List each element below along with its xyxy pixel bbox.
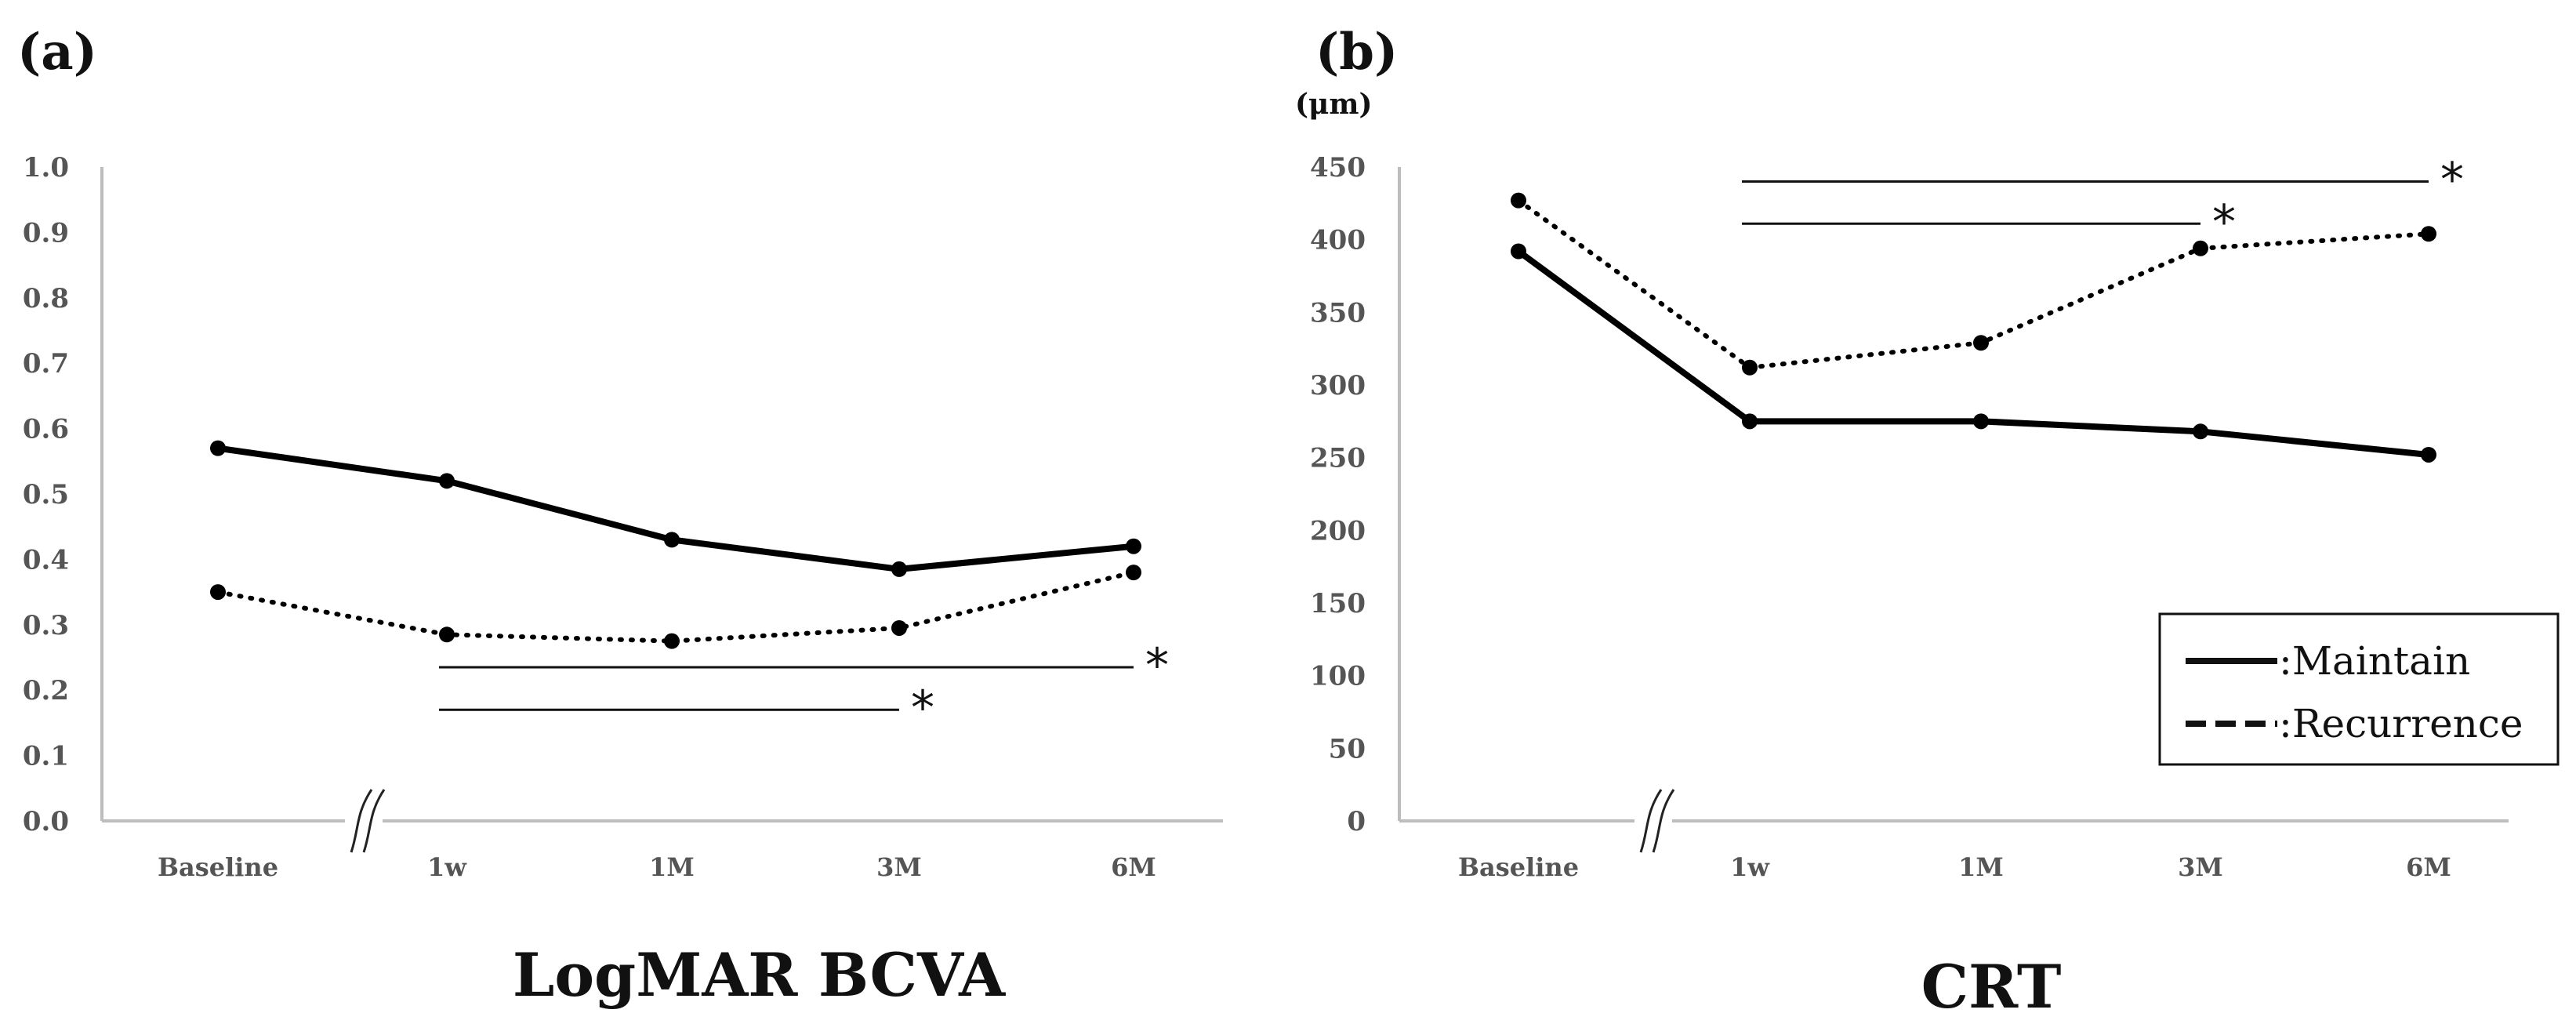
x-category-label: Baseline: [1458, 852, 1579, 882]
data-point-maintain: [210, 440, 226, 456]
y-tick-label: 400: [1310, 225, 1366, 256]
x-ticks-b: Baseline 1w 1M 3M 6M: [1458, 852, 2451, 882]
significance-star: *: [911, 681, 934, 735]
legend-label-recurrence: :Recurrence: [2279, 701, 2523, 746]
data-point-recurrence: [439, 626, 455, 643]
y-tick-label: 150: [1310, 588, 1366, 619]
x-category-label: 6M: [1111, 852, 1156, 882]
unit-label-b: (μm): [1295, 88, 1373, 121]
axis-break-mark: [350, 789, 373, 853]
axis-break-mark: [1639, 789, 1663, 853]
x-category-label: 1w: [1730, 852, 1770, 882]
x-axis-b: [1399, 789, 2509, 853]
data-point-recurrence: [1126, 565, 1141, 581]
panel-label-a: (a): [17, 23, 97, 82]
panel-b-crt-chart: (b) (μm) 0 50 100 150 200 250 300 350 400 450 Bas…: [1295, 23, 2560, 1022]
y-tick-label: 100: [1310, 661, 1366, 692]
y-tick-label: 50: [1329, 733, 1366, 764]
y-tick-label: 0.7: [23, 348, 69, 379]
y-tick-label: 0.4: [23, 544, 69, 576]
chart-title-b: CRT: [1921, 952, 2062, 1022]
data-point-maintain: [439, 473, 455, 489]
axis-break-mark: [362, 789, 386, 853]
y-tick-label: 1.0: [23, 152, 69, 183]
y-tick-label: 350: [1310, 297, 1366, 329]
data-point-maintain: [2421, 446, 2436, 463]
y-tick-label: 0.9: [23, 217, 69, 249]
data-point-maintain: [891, 561, 907, 577]
y-tick-label: 450: [1310, 152, 1366, 183]
data-point-recurrence: [1511, 192, 1526, 209]
legend: :Maintain :Recurrence: [2158, 612, 2560, 766]
data-point-recurrence: [891, 619, 907, 636]
panel-label-b: (b): [1315, 23, 1398, 82]
panel-a-bcva-chart: (a) 0.0 0.1 0.2 0.3 0.4 0.5 0.6 0.7 0.8 0.9 1.0 Ba…: [17, 23, 1223, 1010]
series-line-maintain: [1515, 248, 2432, 458]
data-point-recurrence: [1742, 359, 1758, 376]
x-category-label: 3M: [2178, 852, 2223, 882]
y-tick-label: 0.0: [23, 806, 69, 837]
axis-break-mark: [1652, 789, 1675, 853]
data-point-recurrence: [210, 584, 226, 601]
data-point-maintain: [2193, 423, 2208, 440]
y-tick-label: 200: [1310, 515, 1366, 546]
x-category-label: 1M: [649, 852, 695, 882]
data-point-recurrence: [664, 633, 680, 649]
y-tick-label: 0.8: [23, 283, 69, 314]
series-lines-b: [1511, 192, 2436, 463]
significance-bars-b: **: [1742, 153, 2464, 249]
y-tick-label: 250: [1310, 443, 1366, 474]
y-ticks-a: 0.0 0.1 0.2 0.3 0.4 0.5 0.6 0.7 0.8 0.9 1.0: [23, 152, 69, 837]
data-point-maintain: [1742, 413, 1758, 430]
x-ticks-a: Baseline 1w 1M 3M 6M: [158, 852, 1156, 882]
x-category-label: Baseline: [158, 852, 278, 882]
y-tick-label: 0.2: [23, 675, 69, 706]
data-point-maintain: [1126, 538, 1141, 554]
chart-title-a: LogMAR BCVA: [513, 940, 1006, 1010]
series-lines-a: [210, 440, 1141, 649]
significance-star: *: [2212, 194, 2236, 249]
y-ticks-b: 0 50 100 150 200 250 300 350 400 450: [1310, 152, 1366, 837]
data-point-recurrence: [2421, 226, 2436, 242]
data-point-maintain: [1973, 413, 1989, 430]
x-category-label: 3M: [876, 852, 922, 882]
significance-bars-a: **: [439, 638, 1169, 735]
legend-label-maintain: :Maintain: [2279, 638, 2470, 684]
x-category-label: 6M: [2406, 852, 2451, 882]
significance-star: *: [1145, 638, 1169, 693]
y-tick-label: 0.1: [23, 741, 69, 772]
data-point-maintain: [1511, 243, 1526, 260]
y-tick-label: 300: [1310, 370, 1366, 401]
x-axis-a: [102, 789, 1223, 853]
y-tick-label: 0: [1347, 806, 1366, 837]
y-tick-label: 0.5: [23, 479, 69, 510]
y-tick-label: 0.6: [23, 414, 69, 445]
series-line-recurrence: [216, 570, 1136, 644]
y-tick-label: 0.3: [23, 610, 69, 641]
data-point-recurrence: [1973, 335, 1989, 351]
data-point-maintain: [664, 532, 680, 548]
significance-star: *: [2440, 153, 2464, 208]
series-line-maintain: [215, 445, 1137, 572]
data-point-recurrence: [2193, 240, 2208, 256]
legend-box: [2158, 612, 2560, 766]
x-category-label: 1M: [1958, 852, 2004, 882]
x-category-label: 1w: [427, 852, 467, 882]
